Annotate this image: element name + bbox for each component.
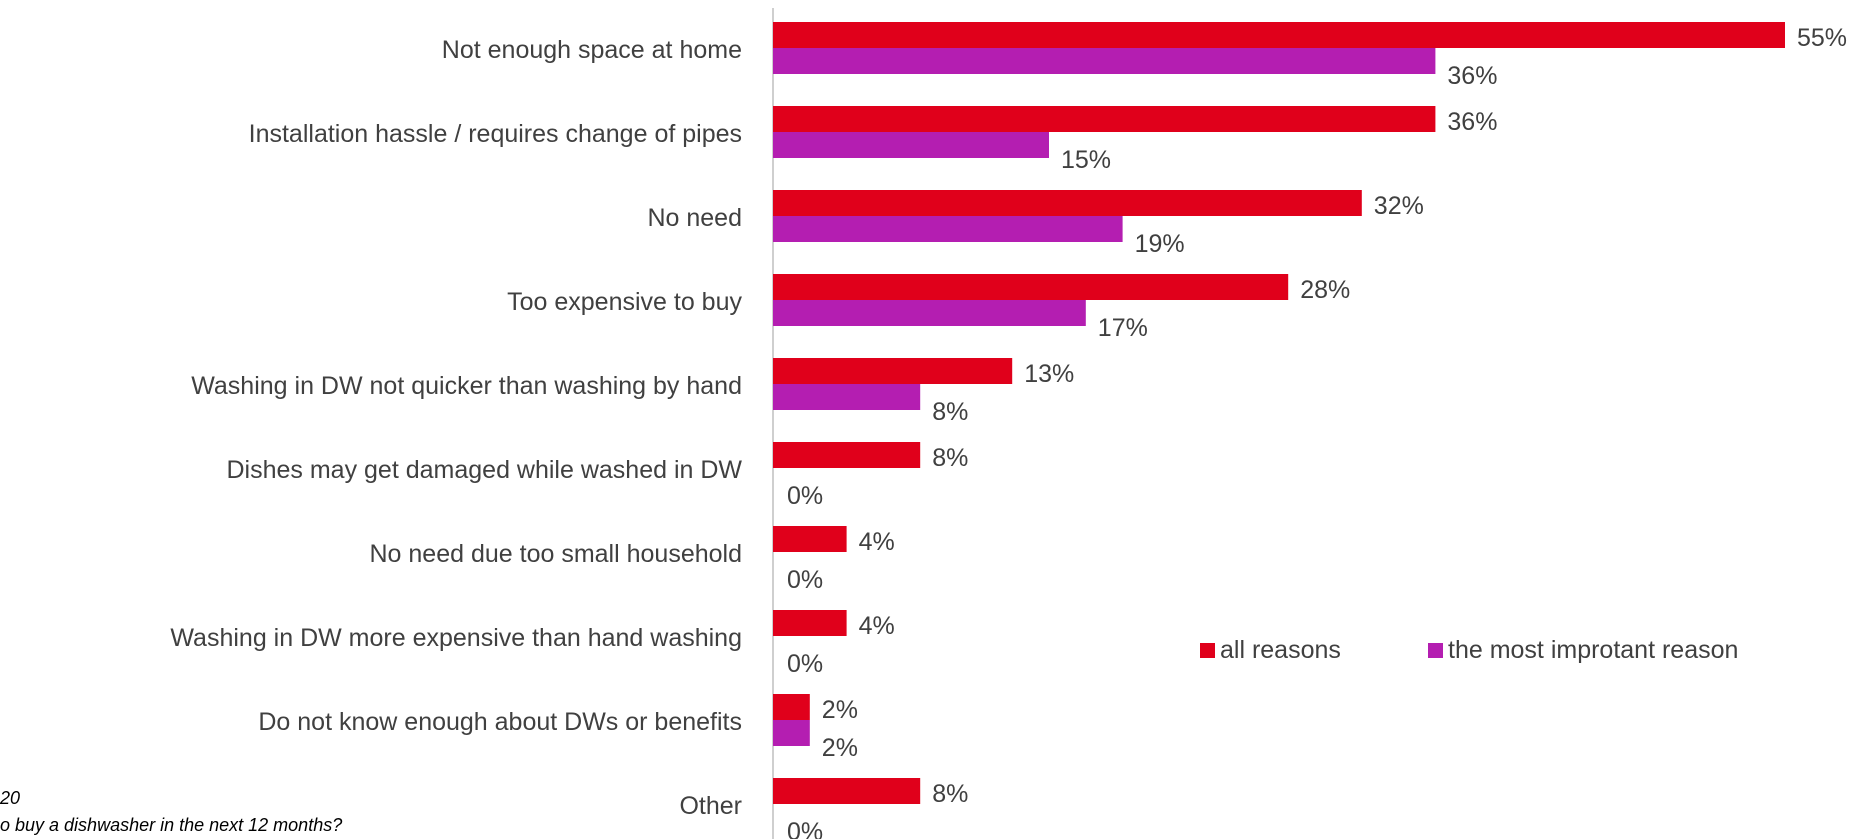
- value-label-all-reasons: 55%: [1797, 24, 1847, 52]
- legend-entry: the most improtant reason: [1448, 636, 1738, 664]
- bar-all-reasons: [773, 610, 847, 636]
- value-label-most-important-reason: 8%: [932, 398, 968, 426]
- bars-group: [773, 22, 1785, 804]
- value-label-most-important-reason: 17%: [1098, 314, 1148, 342]
- value-label-all-reasons: 36%: [1447, 108, 1497, 136]
- value-label-most-important-reason: 2%: [822, 734, 858, 762]
- bar-all-reasons: [773, 106, 1436, 132]
- value-labels: 55% 36% 36% 15% 32% 19% 28% 17% 13% 8% 8% 0% 4% 0% 4% 0…: [787, 24, 1847, 839]
- bar-all-reasons: [773, 442, 921, 468]
- category-label: Washing in DW not quicker than washing b…: [191, 372, 742, 400]
- bar-most-important-reason: [773, 720, 810, 746]
- value-label-all-reasons: 4%: [859, 612, 895, 640]
- value-label-most-important-reason: 15%: [1061, 146, 1111, 174]
- bar-most-important-reason: [773, 132, 1049, 158]
- value-label-all-reasons: 4%: [859, 528, 895, 556]
- footnote-line-2: o buy a dishwasher in the next 12 months…: [0, 815, 343, 835]
- category-label: Other: [679, 792, 742, 820]
- legend-swatch: [1200, 643, 1215, 658]
- bar-all-reasons: [773, 274, 1289, 300]
- bar-all-reasons: [773, 190, 1362, 216]
- footnote-line-1: 20: [0, 788, 21, 808]
- value-label-most-important-reason: 36%: [1447, 62, 1497, 90]
- value-label-all-reasons: 13%: [1024, 360, 1074, 388]
- value-label-most-important-reason: 0%: [787, 818, 823, 839]
- bar-all-reasons: [773, 22, 1785, 48]
- legend-swatch: [1428, 643, 1443, 658]
- bar-most-important-reason: [773, 300, 1086, 326]
- value-label-most-important-reason: 0%: [787, 566, 823, 594]
- value-label-all-reasons: 8%: [932, 780, 968, 808]
- category-label: No need: [647, 204, 742, 232]
- category-label: No need due too small household: [370, 540, 743, 568]
- bar-all-reasons: [773, 778, 921, 804]
- value-label-all-reasons: 32%: [1374, 192, 1424, 220]
- bar-most-important-reason: [773, 384, 921, 410]
- bar-most-important-reason: [773, 48, 1436, 74]
- category-label: Installation hassle / requires change of…: [249, 120, 742, 148]
- category-labels: Not enough space at home Installation has…: [170, 36, 742, 820]
- value-label-all-reasons: 28%: [1300, 276, 1350, 304]
- bar-all-reasons: [773, 358, 1013, 384]
- category-label: Do not know enough about DWs or benefits: [258, 708, 742, 736]
- value-label-all-reasons: 2%: [822, 696, 858, 724]
- value-label-most-important-reason: 0%: [787, 482, 823, 510]
- bar-all-reasons: [773, 526, 847, 552]
- value-label-most-important-reason: 19%: [1135, 230, 1185, 258]
- category-label: Dishes may get damaged while washed in D…: [226, 456, 742, 484]
- value-label-most-important-reason: 0%: [787, 650, 823, 678]
- bar-all-reasons: [773, 694, 810, 720]
- category-label: Too expensive to buy: [507, 288, 742, 316]
- legend: all reasons the most improtant reason: [1200, 636, 1738, 664]
- category-label: Not enough space at home: [442, 36, 742, 64]
- value-label-all-reasons: 8%: [932, 444, 968, 472]
- category-label: Washing in DW more expensive than hand w…: [170, 624, 742, 652]
- legend-entry: all reasons: [1220, 636, 1341, 664]
- bar-most-important-reason: [773, 216, 1123, 242]
